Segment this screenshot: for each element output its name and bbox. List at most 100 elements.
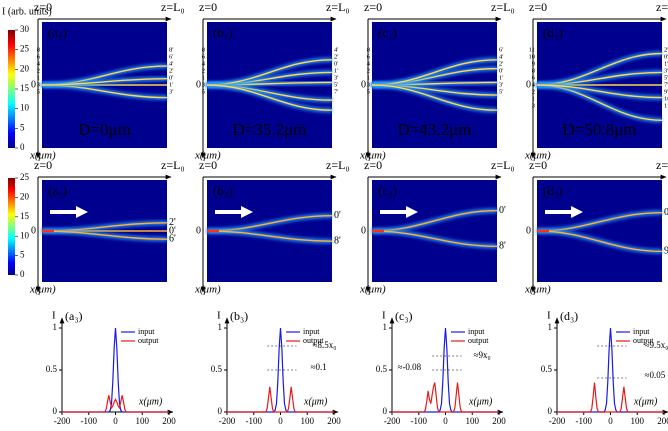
mode-label-right: 0' — [664, 53, 668, 60]
mode-label-right: 5' — [334, 81, 338, 88]
mode-label-left: 4 — [37, 60, 41, 67]
panel-label: (d₂) — [543, 183, 563, 198]
annotation: ≈8.5x₀ — [313, 340, 337, 350]
annotation: ≈9.5x₀ — [645, 340, 668, 350]
y-tick-label: 0.5 — [211, 364, 223, 374]
beam — [206, 230, 333, 242]
x-tick-label: -100 — [246, 416, 263, 426]
x-axis-label: x(μm) — [524, 284, 551, 296]
mode-label-right: 0' — [499, 205, 506, 216]
panel-label: (c₂) — [378, 183, 397, 198]
mode-label-right: 2' — [169, 217, 176, 228]
x-tick-label: -200 — [219, 416, 236, 426]
mode-label-right: 4' — [169, 60, 173, 67]
mode-label-right: 11' — [664, 102, 668, 109]
mode-label-right: 8' — [169, 46, 173, 53]
panel-label: (a₃) — [65, 309, 83, 323]
mode-label-right: 6' — [169, 233, 176, 244]
mode-label-left: 2 — [367, 67, 370, 74]
mode-label-right: 5' — [499, 88, 503, 95]
y-tick-label: 0.5 — [376, 364, 388, 374]
mode-label-left: 8 — [202, 46, 205, 53]
x-tick-label: -200 — [54, 416, 71, 426]
mode-label-left: 4 — [202, 60, 206, 67]
mode-label-right: 7' — [664, 81, 668, 88]
center-label: 0 — [31, 225, 36, 236]
series-line — [392, 382, 499, 413]
mode-label-left: 1 — [37, 74, 40, 81]
mode-label-left: 5 — [202, 88, 205, 95]
mode-label-left: 6 — [202, 53, 206, 60]
mode-label-left: 6 — [37, 53, 41, 60]
x-tick-label: 200 — [492, 416, 506, 426]
x-axis-label: x(μm) — [633, 396, 658, 407]
mode-label-left: 5 — [37, 88, 40, 95]
y-tick-label: 0 — [53, 406, 58, 416]
z-end-label: z=L₀ — [161, 158, 185, 172]
z-start-label: z=0 — [34, 0, 52, 14]
colorbar-tick-label: 20 — [20, 63, 30, 73]
x-tick-label: 0 — [278, 416, 283, 426]
x-axis-label: x(μm) — [194, 284, 221, 296]
center-label: 0 — [526, 79, 531, 90]
mode-label-right: 3' — [169, 88, 173, 95]
colorbar — [8, 178, 15, 275]
series-line — [62, 395, 169, 413]
y-axis-label: I — [547, 310, 551, 322]
mode-label-right: 2' — [664, 46, 668, 53]
mode-label-right: 9' — [664, 88, 668, 95]
z-end-label: z=L₀ — [326, 158, 350, 172]
mode-label-left: 8 — [37, 46, 40, 53]
colorbar-tick-label: 25 — [20, 44, 30, 54]
mode-label-right: 6' — [499, 46, 503, 53]
mode-label-right: 0' — [499, 67, 503, 74]
x-axis-label: x(μm) — [359, 284, 386, 296]
mode-label-right: 2' — [499, 60, 503, 67]
z-end-label: z=L₀ — [326, 0, 350, 14]
z-end-label: z=L₀ — [656, 0, 668, 14]
center-label: 0 — [196, 79, 201, 90]
beam — [41, 230, 168, 240]
center-label: 0 — [526, 225, 531, 236]
x-axis-label: x(μm) — [138, 396, 163, 407]
mode-label-right: 3' — [664, 67, 668, 74]
y-axis-label: I — [217, 310, 221, 322]
mode-label-right: 0' — [169, 225, 176, 236]
mode-label-right: 1' — [664, 60, 668, 67]
y-tick-label: 1 — [383, 322, 388, 332]
mode-label-left: 1 — [532, 95, 535, 102]
panel-label: (c₁) — [378, 25, 397, 40]
x-tick-label: -100 — [81, 416, 98, 426]
x-tick-label: -100 — [411, 416, 428, 426]
beam — [371, 230, 498, 247]
y-tick-label: 1 — [53, 322, 58, 332]
z-start-label: z=0 — [529, 0, 547, 14]
mode-label-right: 4' — [499, 53, 503, 60]
z-start-label: z=0 — [199, 0, 217, 14]
series-line — [227, 386, 334, 413]
colorbar-tick-label: 0 — [20, 142, 25, 152]
x-axis-label: x(μm) — [194, 150, 221, 162]
panel-label: (a₁) — [48, 25, 67, 40]
z-start-label: z=0 — [364, 158, 382, 172]
panel-label: (d₃) — [560, 309, 578, 323]
mode-label-left: 1 — [367, 74, 370, 81]
mode-label-left: 3 — [202, 81, 205, 88]
panel-label: (b₃) — [230, 309, 248, 323]
colorbar-tick-label: 5 — [20, 250, 25, 260]
mode-label-right: 8' — [334, 235, 341, 246]
panel-label: (b₁) — [213, 25, 233, 40]
center-label: 0 — [361, 225, 366, 236]
colorbar-tick-label: 10 — [20, 230, 30, 240]
mode-label-left: 3 — [37, 81, 40, 88]
z-start-label: z=0 — [364, 0, 382, 14]
colorbar-tick-label: 0 — [20, 269, 25, 279]
x-tick-label: 200 — [162, 416, 176, 426]
mode-label-right: 1' — [169, 81, 173, 88]
mode-label-left: 2 — [532, 88, 535, 95]
x-tick-label: 100 — [301, 416, 315, 426]
mode-label-left: 8 — [367, 46, 370, 53]
legend-label: input — [468, 327, 485, 336]
y-tick-label: 1 — [548, 322, 553, 332]
mode-label-left: 2 — [37, 67, 40, 74]
